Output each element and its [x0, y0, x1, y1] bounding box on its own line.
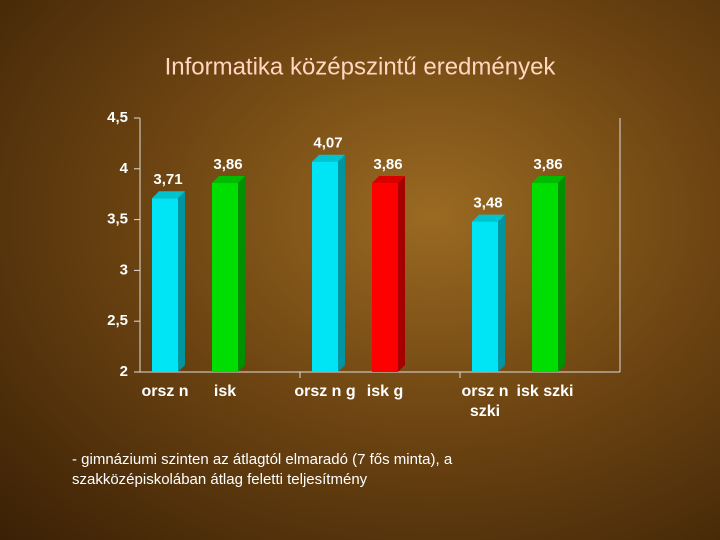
value-label: 3,86: [373, 156, 402, 173]
y-tick-label: 4,5: [107, 109, 128, 126]
bar-top: [212, 176, 245, 184]
bar-top: [372, 176, 405, 184]
bar: [152, 198, 178, 372]
bar-side: [238, 176, 245, 372]
annotation: - gimnáziumi szinten az átlagtól elmarad…: [72, 451, 453, 488]
bar: [312, 161, 338, 372]
bar-top: [152, 191, 185, 199]
bar-top: [532, 176, 565, 184]
x-tick-label: orsz n: [141, 383, 189, 400]
value-label: 3,71: [153, 171, 182, 188]
x-tick-label: isk szki: [516, 383, 574, 400]
x-tick-label: isk: [213, 383, 237, 400]
y-tick-label: 2: [120, 363, 128, 380]
y-tick-label: 2,5: [107, 312, 128, 329]
bar-side: [178, 191, 185, 372]
value-label: 4,07: [313, 135, 342, 152]
bar: [372, 183, 398, 372]
bar: [532, 183, 558, 372]
value-label: 3,48: [473, 195, 502, 212]
bar-side: [558, 176, 565, 372]
chart-title: Informatika középszintű eredmények: [165, 53, 557, 80]
x-tick-label: isk g: [366, 383, 404, 400]
bar: [212, 183, 238, 372]
bar-side: [338, 154, 345, 372]
value-label: 3,86: [213, 156, 242, 173]
bar-top: [312, 154, 345, 162]
y-tick-label: 4: [120, 160, 129, 177]
bar-side: [498, 214, 505, 372]
bar-top: [472, 214, 505, 222]
value-label: 3,86: [533, 156, 562, 173]
bar: [472, 221, 498, 372]
bar-side: [398, 176, 405, 372]
x-tick-label: orsz n szki: [461, 383, 509, 420]
y-tick-label: 3,5: [107, 211, 128, 228]
x-tick-label: orsz n g: [294, 383, 356, 400]
y-tick-label: 3: [120, 261, 128, 278]
